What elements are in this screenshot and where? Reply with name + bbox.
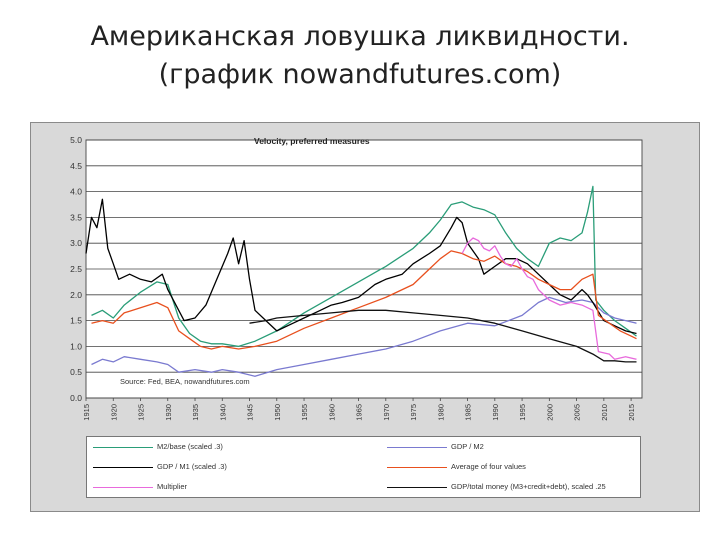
y-tick-label: 3.5 xyxy=(70,212,82,222)
legend-label: GDP / M2 xyxy=(451,442,484,451)
legend-item: GDP / M2 xyxy=(387,441,484,453)
y-tick-label: 1.0 xyxy=(70,341,82,351)
x-tick-label: 1985 xyxy=(464,404,473,421)
slide-title-line-1: Американская ловушка ликвидности. xyxy=(90,21,630,52)
y-tick-label: 0.0 xyxy=(70,393,82,403)
x-tick-label: 1990 xyxy=(491,404,500,421)
legend-label: Average of four values xyxy=(451,462,526,471)
y-tick-label: 3.0 xyxy=(70,238,82,248)
x-tick-label: 1970 xyxy=(382,404,391,421)
legend-swatch xyxy=(387,486,447,488)
series-line-2 xyxy=(85,198,637,335)
x-tick-label: 1935 xyxy=(191,404,200,421)
chart-title: Velocity, preferred measures xyxy=(254,136,370,146)
x-tick-label: 2000 xyxy=(545,404,554,421)
x-tick-label: 2015 xyxy=(627,404,636,421)
x-tick-label: 2010 xyxy=(600,404,609,421)
legend-swatch xyxy=(93,446,153,448)
slide-title: Американская ловушка ликвидности. (графи… xyxy=(0,18,720,94)
legend-item: M2/base (scaled .3) xyxy=(93,441,223,453)
y-tick-label: 0.5 xyxy=(70,367,82,377)
x-tick-label: 1915 xyxy=(82,404,91,421)
legend-item: GDP/total money (M3+credit+debt), scaled… xyxy=(387,481,606,493)
x-tick-label: 1965 xyxy=(355,404,364,421)
legend-swatch xyxy=(93,486,153,488)
legend-item: Average of four values xyxy=(387,461,526,473)
x-tick-label: 1975 xyxy=(409,404,418,421)
legend-item: Multiplier xyxy=(93,481,187,493)
x-tick-label: 1980 xyxy=(436,404,445,421)
legend-swatch xyxy=(387,446,447,448)
x-tick-label: 2005 xyxy=(573,404,582,421)
y-tick-label: 1.5 xyxy=(70,316,82,326)
y-tick-label: 4.5 xyxy=(70,161,82,171)
legend-label: GDP/total money (M3+credit+debt), scaled… xyxy=(451,482,606,491)
x-tick-label: 1955 xyxy=(300,404,309,421)
chart-legend: M2/base (scaled .3) GDP / M2 GDP / M1 (sca… xyxy=(86,436,641,498)
y-tick-label: 2.0 xyxy=(70,290,82,300)
source-note: Source: Fed, BEA, nowandfutures.com xyxy=(120,377,250,386)
legend-swatch xyxy=(387,466,447,468)
x-tick-label: 1950 xyxy=(273,404,282,421)
x-tick-label: 1945 xyxy=(246,404,255,421)
slide-title-line-2: (график nowandfutures.com) xyxy=(158,59,562,90)
legend-item: GDP / M1 (scaled .3) xyxy=(93,461,227,473)
y-tick-label: 5.0 xyxy=(70,135,82,145)
x-tick-label: 1940 xyxy=(218,404,227,421)
legend-label: M2/base (scaled .3) xyxy=(157,442,223,451)
x-tick-label: 1930 xyxy=(164,404,173,421)
y-tick-label: 2.5 xyxy=(70,264,82,274)
series-line-0 xyxy=(91,185,637,348)
x-tick-label: 1925 xyxy=(137,404,146,421)
x-tick-label: 1920 xyxy=(109,404,118,421)
series-line-3 xyxy=(91,250,637,350)
x-tick-label: 1995 xyxy=(518,404,527,421)
series-line-5 xyxy=(249,309,637,363)
legend-label: GDP / M1 (scaled .3) xyxy=(157,462,227,471)
legend-label: Multiplier xyxy=(157,482,188,491)
y-tick-label: 4.0 xyxy=(70,187,82,197)
series-line-1 xyxy=(91,296,637,377)
series-line-4 xyxy=(461,237,637,360)
legend-swatch xyxy=(93,466,153,468)
x-tick-label: 1960 xyxy=(327,404,336,421)
